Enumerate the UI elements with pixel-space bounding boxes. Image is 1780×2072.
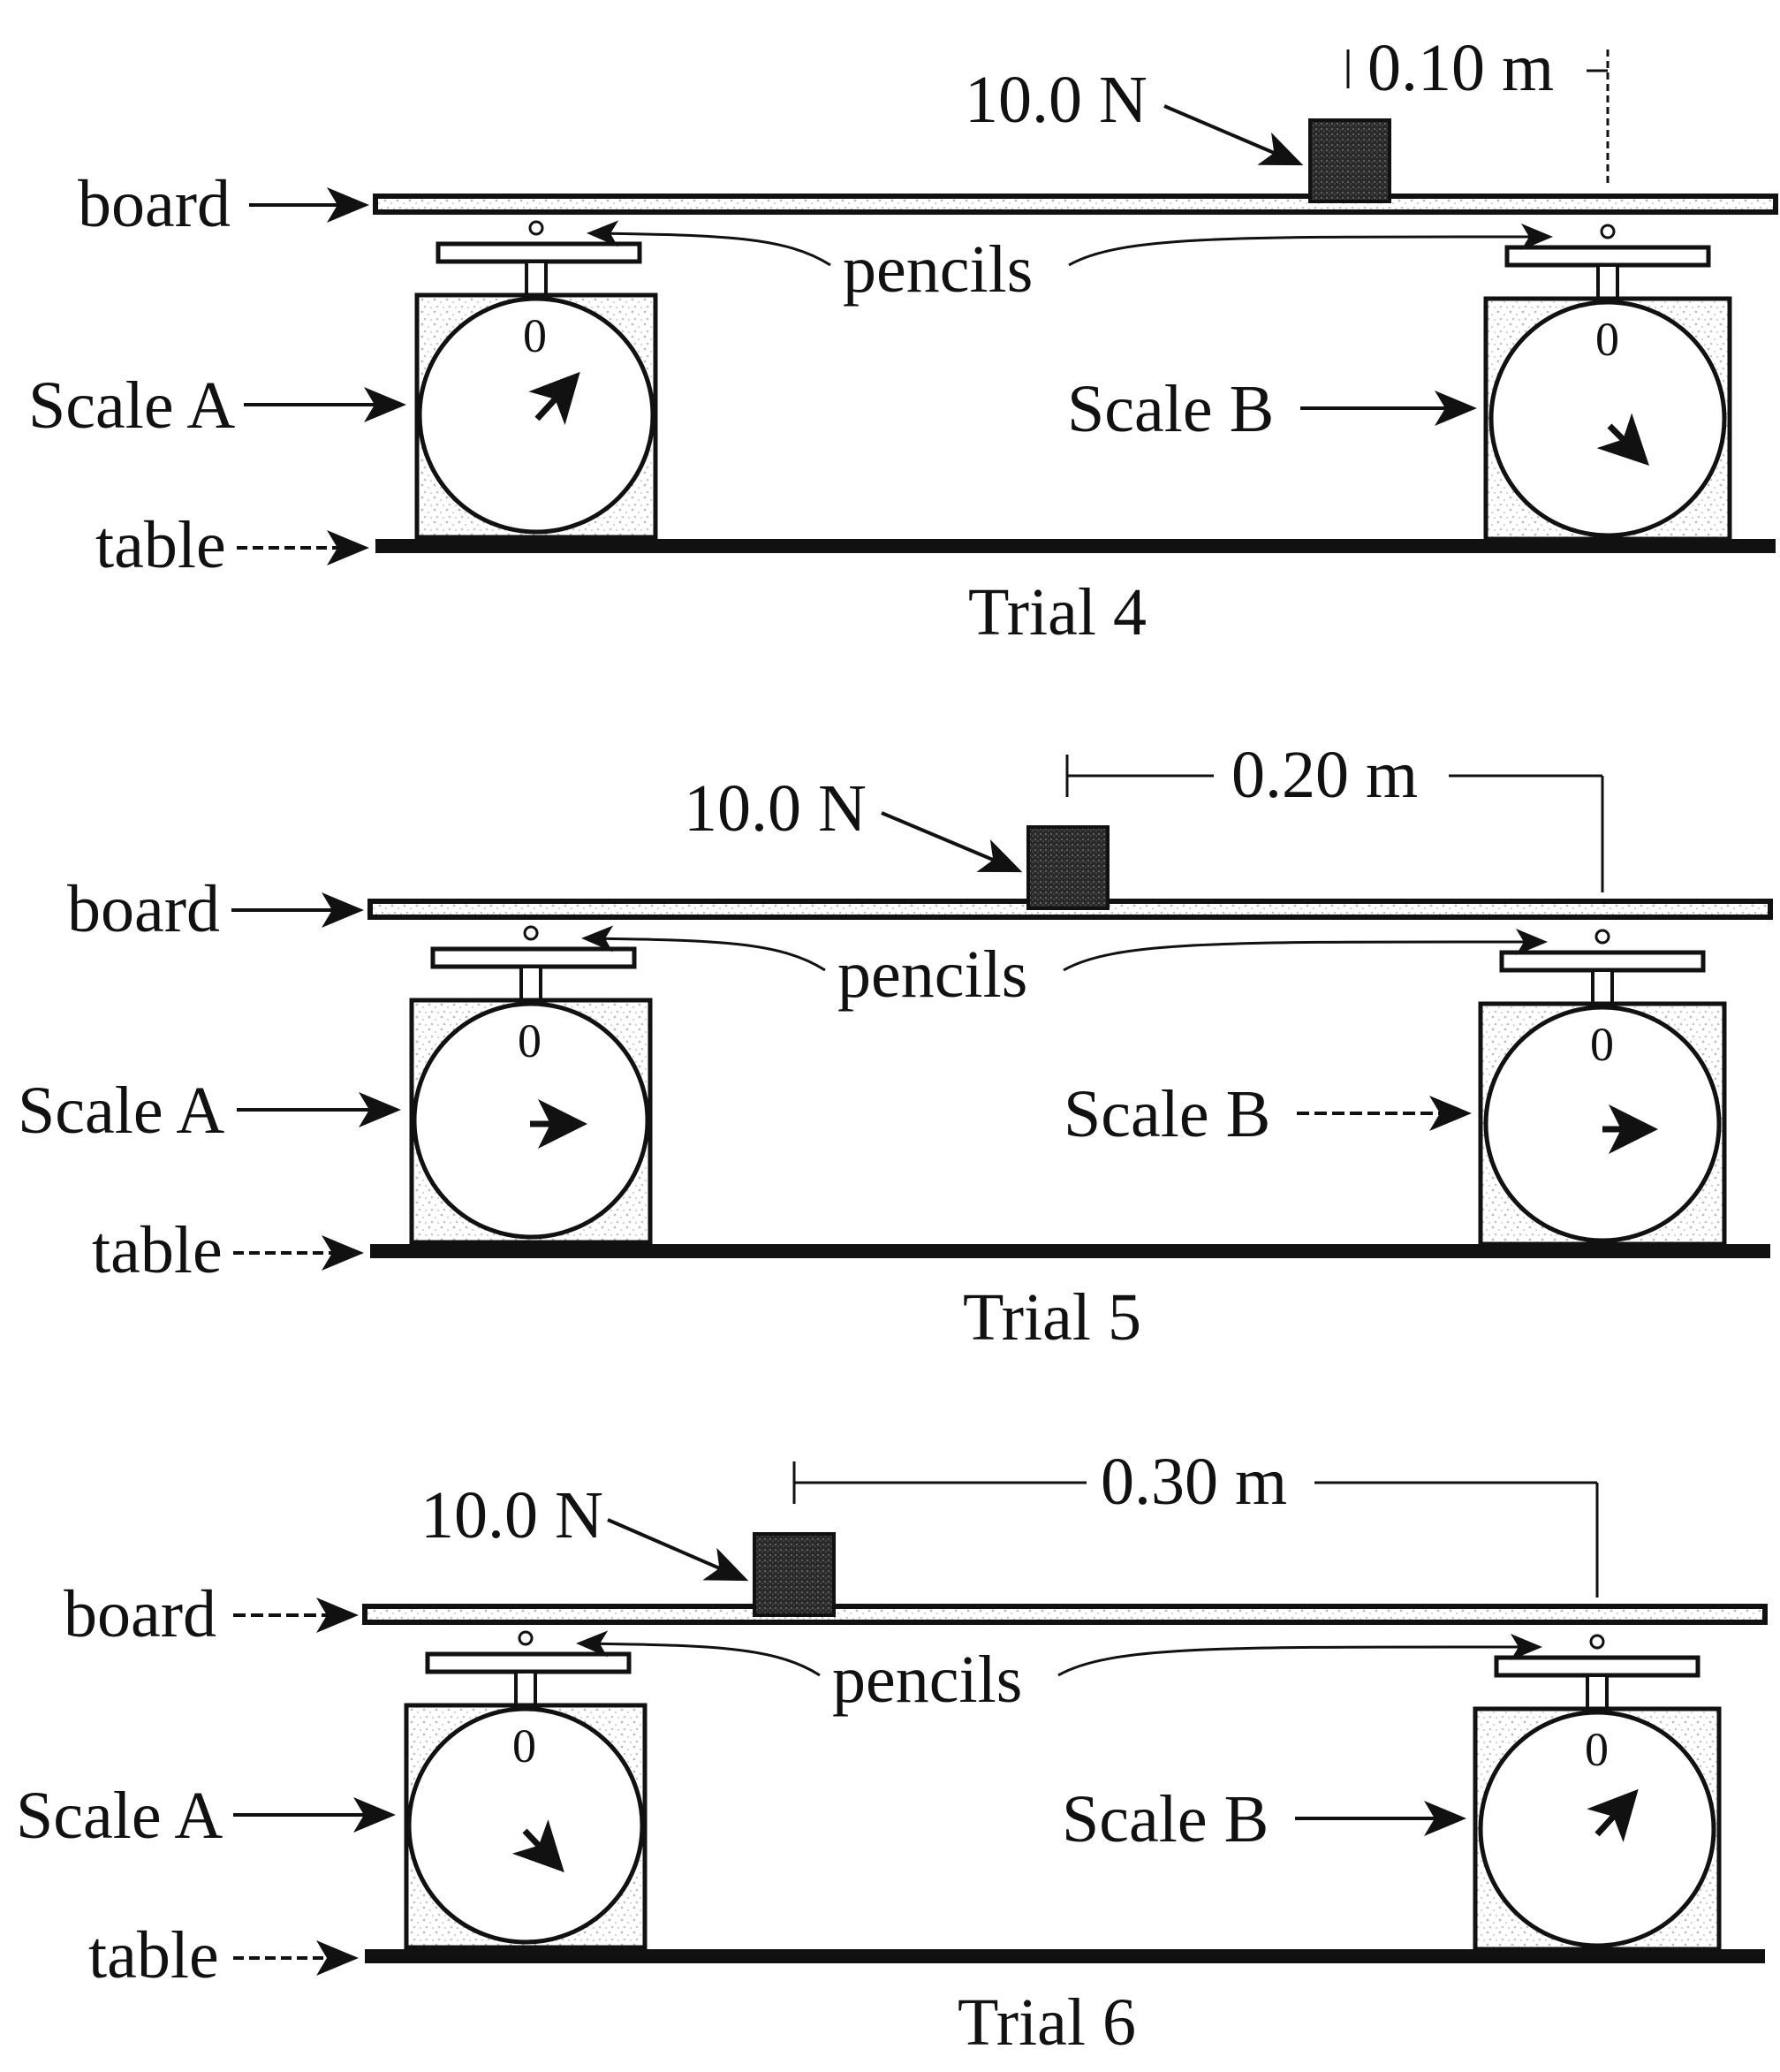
pencils-arrow-right [1057,1633,1542,1677]
platform-a [436,241,642,264]
stem-a [519,965,542,1004]
scale-b [1483,224,1732,542]
stem-b [1596,263,1619,302]
pencil-a-icon [518,1630,534,1646]
scale-b-zero: 0 [1590,1018,1614,1071]
scale-a-needle [528,371,580,426]
weight-arrow [607,1518,749,1582]
pencil-a-icon [523,925,539,941]
scale-b-label: Scale B [1062,1782,1269,1856]
scale-b-zero: 0 [1585,1723,1609,1776]
weight-block [753,1532,836,1617]
pencils-label: pencils [832,1643,1022,1717]
table [370,1244,1770,1258]
scale-b-label: Scale B [1067,372,1274,446]
stem-b [1591,968,1614,1007]
scale-b-needle [1596,413,1649,466]
pencil-a-icon [528,220,544,236]
pencils-arrow-left [587,220,831,267]
pencil-b-icon [1594,929,1610,945]
trial-title: Trial 5 [963,1280,1141,1355]
trial-title: Trial 4 [968,575,1147,649]
scale-a [404,1630,648,1950]
scale-b-zero: 0 [1595,313,1619,366]
scale-b-label: Scale B [1064,1077,1270,1151]
table-label: table [95,508,226,582]
platform-a [430,946,637,969]
board-label: board [64,1577,216,1651]
weight-arrow [881,811,1023,873]
trial-4-panel: 10.0 N 0.10 m board pencils Scale A Scal… [28,31,1778,649]
weight-block [1026,825,1110,910]
scale-a-label: Scale A [16,1779,223,1853]
scale-b [1478,929,1727,1247]
board [362,1604,1768,1625]
scale-a-label: Scale A [18,1074,224,1148]
scale-a-label: Scale A [28,368,235,443]
scale-a-zero: 0 [512,1719,536,1772]
scale-a-dial [412,1001,650,1240]
weight-arrow [1163,104,1304,166]
trial-title: Trial 6 [958,1985,1136,2060]
scale-a-zero: 0 [518,1014,542,1067]
board-label: board [78,167,231,241]
pencils-arrow-left [576,1630,821,1677]
weight-label: 10.0 N [420,1478,603,1552]
scale-a-needle [511,1819,564,1873]
scale-b-dial [1483,1005,1722,1243]
weight-label: 10.0 N [684,771,867,846]
scale-a [409,925,653,1245]
distance-label: 0.10 m [1367,31,1554,105]
platform-a [425,1651,632,1674]
trial-5-panel: 10.0 N 0.20 m board pencils Scale A Scal… [18,738,1773,1355]
pencil-b-icon [1589,1634,1605,1650]
board [373,194,1778,215]
scale-b-needle [1587,1788,1639,1843]
scale-a-zero: 0 [523,309,547,362]
stem-a [514,1670,537,1709]
pencils-arrow-right [1063,928,1548,972]
weight-block [1308,118,1391,203]
platform-b [1504,245,1711,268]
scale-b [1473,1634,1722,1952]
platform-b [1499,950,1706,973]
platform-b [1494,1655,1700,1678]
distance-label: 0.20 m [1231,738,1418,812]
distance-label: 0.30 m [1101,1445,1287,1519]
stem-b [1586,1674,1609,1712]
table [375,539,1776,553]
pencils-label: pencils [843,232,1033,307]
board-label: board [67,872,220,946]
trial-6-panel: 10.0 N 0.30 m board pencils Scale A Scal… [16,1445,1768,2060]
stem-a [525,260,548,299]
table-label: table [88,1918,219,1992]
table-label: table [92,1213,223,1287]
pencil-b-icon [1600,224,1616,239]
table [365,1949,1765,1963]
scale-a [414,220,658,540]
pencils-arrow-right [1068,223,1553,267]
pencils-arrow-left [581,925,826,972]
pencils-label: pencils [837,937,1027,1012]
weight-label: 10.0 N [965,63,1148,137]
